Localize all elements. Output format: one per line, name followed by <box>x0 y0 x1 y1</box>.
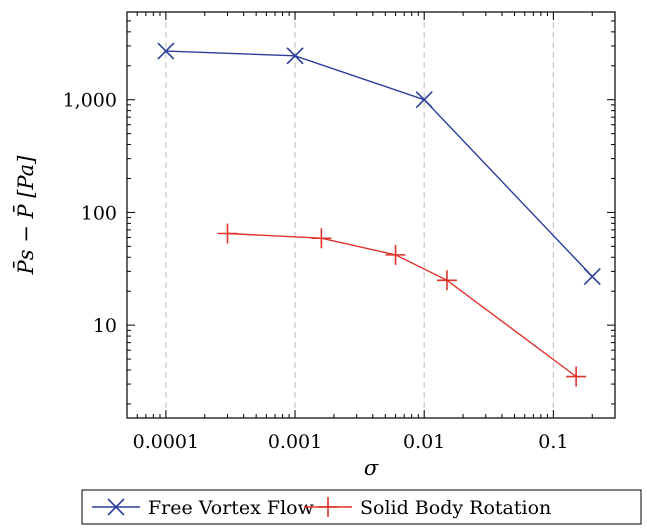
grid <box>165 12 554 418</box>
x-tick-label: 0.01 <box>403 431 445 453</box>
minor-ticks <box>126 11 615 418</box>
marker-x <box>157 42 175 60</box>
marker-x <box>415 91 433 109</box>
legend-box <box>81 489 642 525</box>
marker-x <box>107 498 125 516</box>
x-tick-label: 0.001 <box>268 431 322 453</box>
plot-frame <box>126 11 616 419</box>
legend-label: Free Vortex Flow <box>148 497 315 519</box>
legend: Free Vortex Flow Solid Body Rotation <box>81 489 642 525</box>
marker-x <box>583 267 601 286</box>
x-axis-title: σ <box>364 456 379 480</box>
y-axis-title: P̄s − P̄ [Pa] <box>13 155 38 276</box>
series-0 <box>157 42 601 286</box>
series-1 <box>217 223 587 387</box>
y-tick-label: 100 <box>81 202 117 224</box>
y-tick-labels: 10 100 1,000 <box>63 90 117 337</box>
marker-x <box>286 47 304 65</box>
series-layer <box>157 42 601 387</box>
x-tick-labels: 0.0001 0.001 0.01 0.1 <box>133 431 569 453</box>
y-tick-label: 1,000 <box>63 90 117 112</box>
x-tick-label: 0.0001 <box>133 431 199 453</box>
y-tick-label: 10 <box>93 315 117 337</box>
legend-entry-0: Free Vortex Flow <box>92 497 315 519</box>
x-tick-label: 0.1 <box>538 431 568 453</box>
series-line <box>165 50 593 277</box>
legend-entry-1: Solid Body Rotation <box>304 497 551 519</box>
legend-label: Solid Body Rotation <box>360 497 551 519</box>
